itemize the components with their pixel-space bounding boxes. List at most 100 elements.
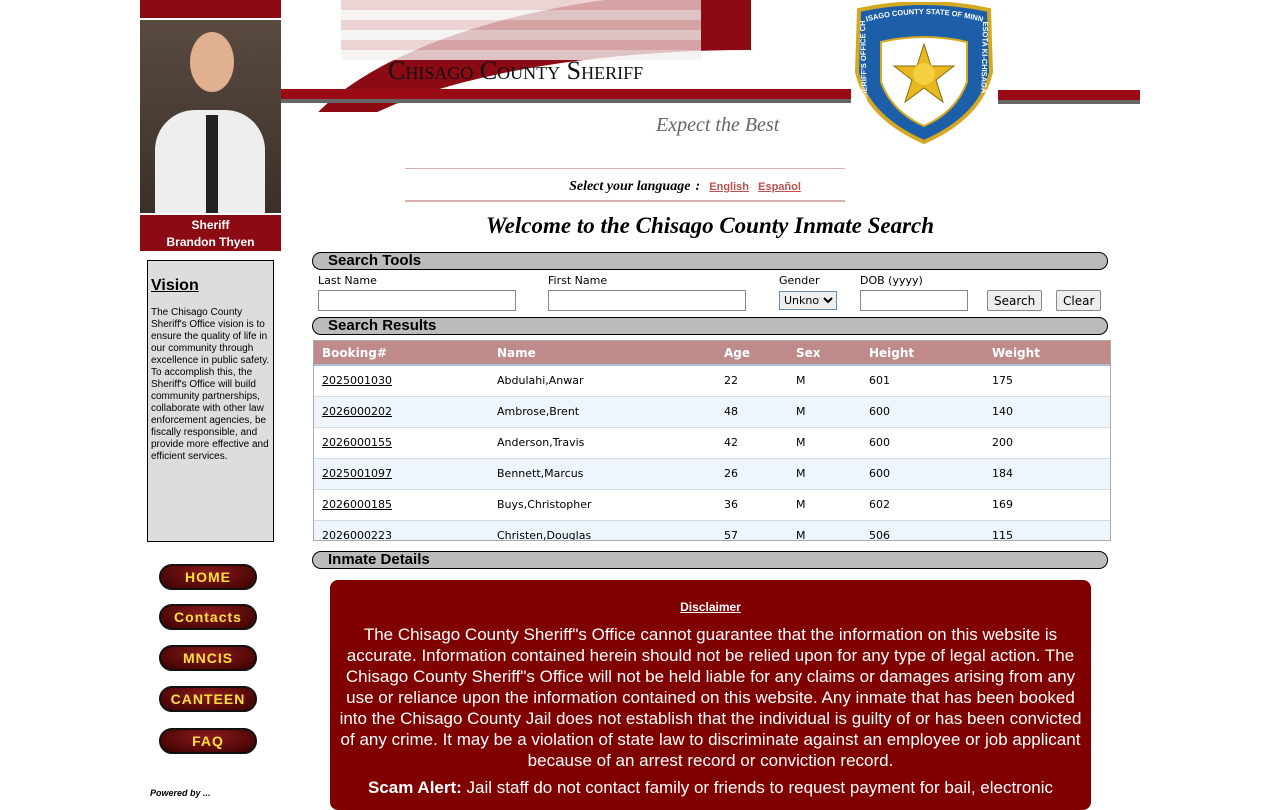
cell-weight: 140 [984, 396, 1110, 428]
cell-sex: M [788, 458, 861, 490]
booking-link[interactable]: 2025001097 [322, 467, 392, 480]
language-sep: : [695, 179, 701, 194]
scam-label: Scam Alert: [367, 778, 462, 797]
cell-booking: 2025001097 [314, 458, 489, 490]
cell-weight: 115 [984, 520, 1110, 540]
cell-sex: M [788, 365, 861, 397]
cell-name: Anderson,Travis [489, 427, 716, 459]
nav-faq-button[interactable]: FAQ [159, 728, 257, 754]
booking-link[interactable]: 2026000155 [322, 436, 392, 449]
disclaimer-title: Disclaimer [680, 600, 741, 614]
first-name-input[interactable] [548, 290, 746, 311]
cell-name: Ambrose,Brent [489, 396, 716, 428]
booking-link[interactable]: 2026000185 [322, 498, 392, 511]
tagline: Expect the Best [656, 114, 780, 136]
cell-booking: 2026000185 [314, 489, 489, 521]
scam-alert: Scam Alert: Jail staff do not contact fa… [336, 777, 1085, 798]
table-row[interactable]: 2026000185 Buys,Christopher 36 M 602 169 [314, 489, 1110, 521]
table-row[interactable]: 2025001030 Abdulahi,Anwar 22 M 601 175 [314, 365, 1110, 397]
cell-name: Buys,Christopher [489, 489, 716, 521]
booking-link[interactable]: 2025001030 [322, 374, 392, 388]
col-booking[interactable]: Booking# [314, 341, 489, 366]
table-header-row: Booking# Name Age Sex Height Weight [314, 341, 1110, 366]
nav-mncis-button[interactable]: MNCIS [159, 645, 257, 671]
search-button[interactable]: Search [987, 290, 1043, 311]
table-row[interactable]: 2025001097 Bennett,Marcus 26 M 600 184 [314, 458, 1110, 490]
table-row[interactable]: 2026000155 Anderson,Travis 42 M 600 200 [314, 427, 1110, 459]
vision-text: The Chisago County Sheriff's Office visi… [151, 307, 270, 462]
cell-name: Bennett,Marcus [489, 458, 716, 490]
cell-height: 600 [861, 427, 984, 459]
col-weight[interactable]: Weight [984, 341, 1110, 366]
cell-name: Christen,Douglas [489, 520, 716, 540]
vision-title: Vision [151, 277, 199, 294]
table-row[interactable]: 2026000202 Ambrose,Brent 48 M 600 140 [314, 396, 1110, 428]
clear-button[interactable]: Clear [1056, 290, 1102, 311]
nav-home-button[interactable]: HOME [159, 564, 257, 590]
language-selector: Select your language : English Español [405, 168, 845, 202]
scam-text: Jail staff do not contact family or frie… [461, 778, 1054, 797]
cell-sex: M [788, 489, 861, 521]
cell-age: 26 [716, 458, 788, 490]
cell-name: Abdulahi,Anwar [489, 365, 716, 397]
col-height[interactable]: Height [861, 341, 984, 366]
cell-weight: 175 [984, 365, 1110, 397]
sheriff-title: Sheriff [191, 218, 230, 232]
english-link[interactable]: English [709, 181, 750, 193]
search-results-header: Search Results [312, 317, 1108, 335]
cell-booking: 2026000223 [314, 520, 489, 541]
cell-age: 36 [716, 489, 788, 521]
cell-weight: 169 [984, 489, 1110, 521]
cell-weight: 200 [984, 427, 1110, 459]
results-table: Booking# Name Age Sex Height Weight 2025… [314, 341, 1110, 541]
language-label: Select your language [569, 179, 691, 194]
cell-booking: 2026000155 [314, 427, 489, 459]
cell-age: 48 [716, 396, 788, 428]
cell-booking: 2025001030 [314, 365, 489, 397]
inmate-details-header: Inmate Details [312, 551, 1108, 569]
cell-height: 600 [861, 396, 984, 428]
top-bar [140, 0, 281, 18]
site-title: Chisago County Sheriff [388, 56, 644, 85]
col-age[interactable]: Age [716, 341, 788, 366]
espanol-link[interactable]: Español [758, 181, 801, 193]
first-name-label: First Name [548, 274, 608, 287]
last-name-label: Last Name [318, 274, 377, 287]
col-name[interactable]: Name [489, 341, 716, 366]
sheriff-photo [140, 20, 281, 213]
sheriff-badge-logo: SHERIFF'S OFFICE CHISAGO COUNTY STATE OF… [854, 2, 994, 144]
col-sex[interactable]: Sex [788, 341, 861, 366]
cell-height: 601 [861, 365, 984, 397]
cell-sex: M [788, 427, 861, 459]
cell-height: 602 [861, 489, 984, 521]
dob-input[interactable] [860, 290, 968, 311]
cell-booking: 2026000202 [314, 396, 489, 428]
search-tools-header: Search Tools [312, 252, 1108, 270]
dob-label: DOB (yyyy) [860, 274, 923, 287]
header-banner [281, 0, 851, 112]
header-stripe [998, 90, 1140, 104]
disclaimer-panel: Disclaimer The Chisago County Sheriff"s … [330, 580, 1091, 810]
cell-age: 42 [716, 427, 788, 459]
gender-label: Gender [779, 274, 820, 287]
powered-by: Powered by ... [150, 788, 211, 798]
cell-height: 506 [861, 520, 984, 540]
disclaimer-text: The Chisago County Sheriff"s Office cann… [339, 625, 1082, 770]
cell-sex: M [788, 396, 861, 428]
vision-panel: Vision The Chisago County Sheriff's Offi… [147, 260, 274, 542]
last-name-input[interactable] [318, 290, 516, 311]
booking-link[interactable]: 2026000223 [322, 529, 392, 541]
booking-link[interactable]: 2026000202 [322, 405, 392, 418]
table-row[interactable]: 2026000223 Christen,Douglas 57 M 506 115 [314, 520, 1110, 541]
nav-contacts-button[interactable]: Contacts [159, 604, 257, 630]
cell-height: 600 [861, 458, 984, 490]
cell-sex: M [788, 520, 861, 540]
page-title: Welcome to the Chisago County Inmate Sea… [485, 213, 935, 238]
sheriff-caption: Sheriff Brandon Thyen [140, 215, 281, 251]
gender-select[interactable]: Unknown [779, 291, 837, 310]
sheriff-name: Brandon Thyen [166, 235, 255, 249]
cell-weight: 184 [984, 458, 1110, 490]
cell-age: 57 [716, 520, 788, 540]
results-table-container[interactable]: Booking# Name Age Sex Height Weight 2025… [313, 340, 1111, 541]
nav-canteen-button[interactable]: CANTEEN [159, 686, 257, 712]
